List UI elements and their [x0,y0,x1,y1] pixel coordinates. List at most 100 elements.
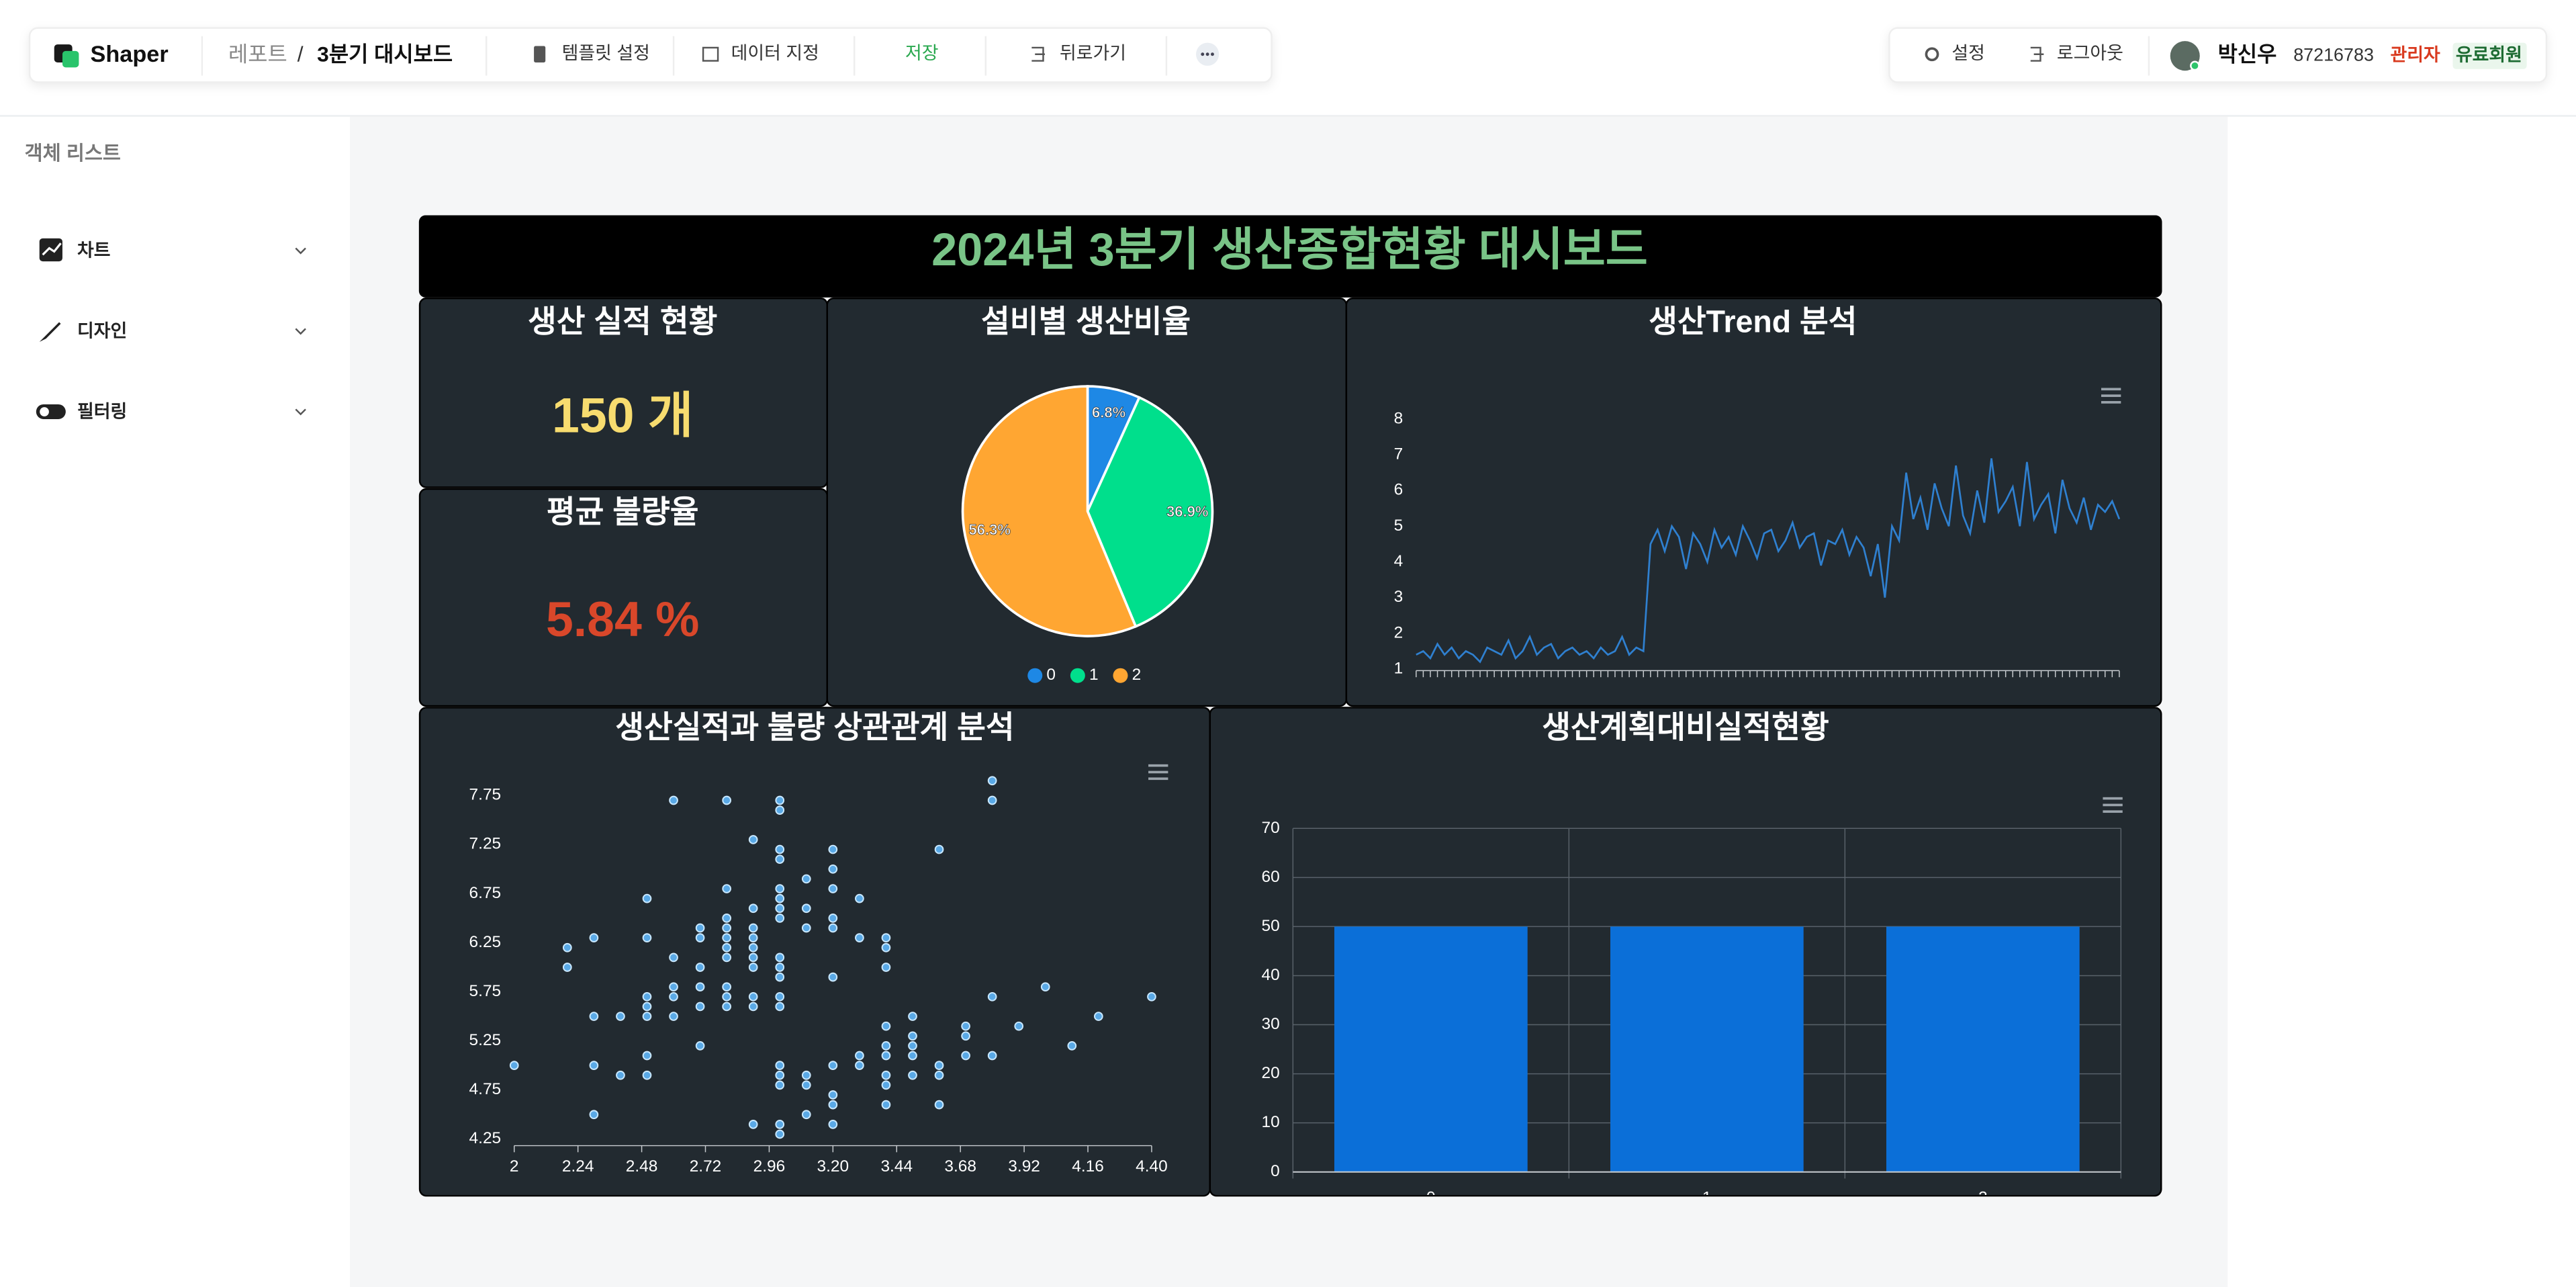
menu-save[interactable]: 저장 [905,43,939,63]
charts: 6.8% 36.9% 56.3% 0 1 2 1 2 3 4 5 6 7 8 4.25 4.75 5.25 5.7… [469,385,2122,1206]
sidebar-item[interactable]: 필터링 [77,401,127,421]
menu-back[interactable]: 뒤로가기 [1060,43,1126,63]
menu-icon[interactable] [1148,764,1168,781]
x-tick-label: 0 [1426,1188,1436,1206]
y-tick-label: 4.25 [469,1129,502,1147]
scatter-point [748,903,758,914]
back-icon [1031,46,1045,62]
menu-bar [1148,764,1168,767]
scatter-point [881,942,891,952]
kpi-title: 평균 불량율 [547,494,699,529]
scatter-point [775,1129,785,1139]
scatter-point [642,991,652,1002]
scatter-point [562,942,572,952]
scatter-point [881,1041,891,1051]
scatter-point [748,942,758,952]
scatter-point [722,991,731,1002]
scatter-point [748,923,758,933]
scatter-point [748,952,758,963]
y-tick-label: 4.75 [469,1080,502,1098]
scatter-point [908,1041,917,1051]
breadcrumb-parent[interactable]: 레포트 [228,42,287,66]
logo-text[interactable]: Shaper [91,42,169,67]
y-tick-label: 40 [1262,966,1280,984]
scatter-point [855,1061,864,1070]
sidebar-item[interactable]: 차트 [77,240,111,260]
chart-panel[interactable] [418,707,1211,1197]
menu-data[interactable]: 데이터 지정 [731,43,819,63]
scatter-point [775,991,785,1002]
x-tick-label: 3.92 [1008,1157,1040,1175]
scatter-point [722,942,731,952]
scatter-point [987,795,997,805]
scatter-point [775,1119,785,1129]
x-tick-label: 1 [1702,1188,1712,1206]
scatter-point [881,1080,891,1090]
scatter-point [961,1021,970,1031]
scatter-point [1093,1012,1103,1021]
y-tick-label: 1 [1394,659,1404,677]
scatter-point [801,1070,811,1080]
scatter-point [748,963,758,972]
logout-button[interactable]: 로그아웃 [2057,43,2123,63]
x-tick-label: 2.96 [753,1157,786,1175]
chart-title: 생산실적과 불량 상관관계 분석 [615,710,1014,745]
user-role: 관리자 [2391,44,2440,64]
scatter-point [961,1051,970,1061]
scatter-point [828,1090,838,1100]
menu-icon[interactable] [2103,797,2123,813]
scatter-point [589,933,599,942]
scatter-point [881,1051,891,1061]
chart-panel[interactable] [1345,297,2162,707]
chevron [295,247,306,255]
menu-bar [2101,401,2121,404]
scatter-point [722,884,731,893]
scatter-point [934,1070,944,1080]
scatter-point [987,991,997,1002]
user-id: 87216783 [2293,44,2374,64]
scatter-point [908,1012,917,1021]
scatter-point [775,914,785,923]
y-tick-label: 70 [1262,819,1280,837]
scatter-point [642,1012,652,1021]
scatter-point [775,952,785,963]
y-tick-label: 8 [1394,409,1404,427]
sidebar-item[interactable]: 디자인 [77,320,127,341]
user-name: 박신우 [2218,42,2277,66]
scatter-point [722,923,731,933]
tier-badge [2452,42,2527,69]
y-tick-label: 30 [1262,1015,1280,1033]
scatter-point [775,1061,785,1070]
scatter-point [908,1051,917,1061]
y-tick-label: 3 [1394,588,1404,606]
x-tick-label: 3.68 [944,1157,976,1175]
legend-swatch [1070,668,1085,683]
scatter-point [855,1051,864,1061]
scatter-point [828,864,838,874]
scatter-point [881,933,891,942]
bar [1610,926,1804,1172]
scatter-point [881,963,891,972]
breadcrumb-separator: / [297,42,304,66]
menu-icon[interactable] [2101,388,2121,404]
scatter-point [775,795,785,805]
scatter-point [669,952,678,963]
x-tick-label: 2 [510,1157,519,1175]
legend-swatch [1113,668,1128,683]
x-tick-label: 2.48 [626,1157,658,1175]
menu-template[interactable]: 템플릿 설정 [562,43,650,63]
scatter-point [828,844,838,854]
more-dot [1201,52,1205,56]
menu-bar [2101,388,2121,391]
settings-button[interactable]: 설정 [1951,43,1985,63]
scatter-point [695,963,705,972]
menu-bar [1148,770,1168,774]
scatter-point [855,893,864,903]
user-card [1888,27,2548,83]
scatter-point [775,844,785,854]
scatter-point [642,1002,652,1012]
y-tick-label: 4 [1394,552,1404,570]
y-tick-label: 10 [1262,1113,1280,1131]
scatter-point [908,1070,917,1080]
